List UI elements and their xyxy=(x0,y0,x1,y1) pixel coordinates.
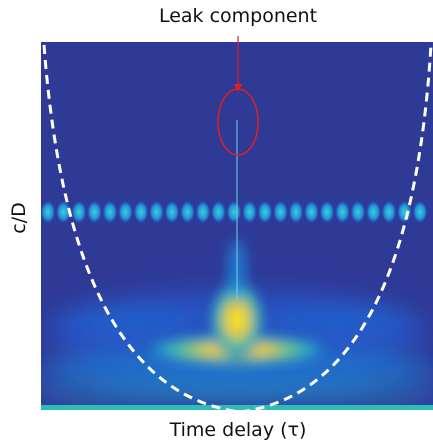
annotation: Leak component xyxy=(159,5,317,27)
band-blob xyxy=(180,200,196,224)
band-blob xyxy=(381,200,397,224)
band-blob xyxy=(273,200,289,224)
figure: Leak component Time delay (τ) c/D xyxy=(0,0,433,446)
band-blob xyxy=(335,200,351,224)
y-label: c/D xyxy=(8,202,30,233)
band-blob xyxy=(304,200,320,224)
band-blob xyxy=(71,200,87,224)
band-blob xyxy=(118,200,134,224)
band-blob xyxy=(149,200,165,224)
band-blob xyxy=(195,200,211,224)
band-blob xyxy=(242,200,258,224)
band-blob xyxy=(288,200,304,224)
band-blob xyxy=(211,200,227,224)
band xyxy=(40,200,428,224)
band-blob xyxy=(40,200,56,224)
band-blob xyxy=(412,200,428,224)
band-blob xyxy=(87,200,103,224)
bottom-row xyxy=(41,405,433,410)
band-blob xyxy=(366,200,382,224)
heatmap xyxy=(27,42,433,412)
band-blob xyxy=(319,200,335,224)
band-blob xyxy=(133,200,149,224)
band-blob xyxy=(257,200,273,224)
band-blob xyxy=(102,200,118,224)
band-blob xyxy=(226,200,242,224)
band-blob xyxy=(164,200,180,224)
band-blob xyxy=(350,200,366,224)
x-label: Time delay (τ) xyxy=(169,419,307,441)
